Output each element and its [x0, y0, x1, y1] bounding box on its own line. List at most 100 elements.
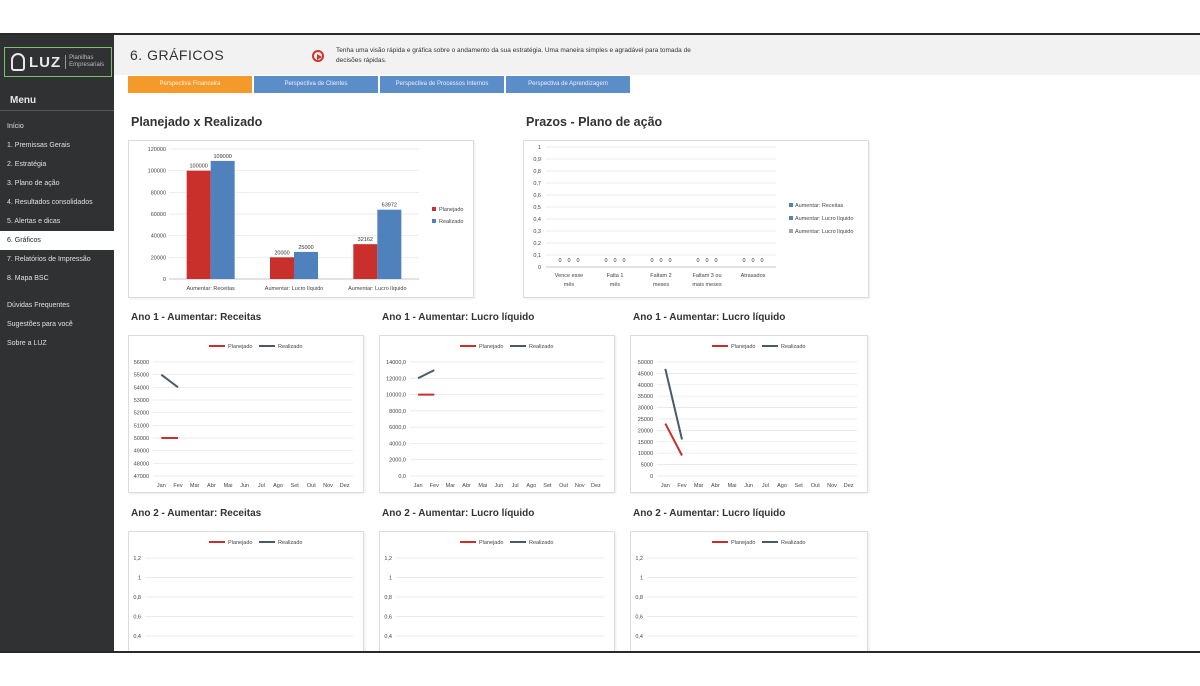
legend-swatch	[432, 207, 436, 211]
x-tick-label: Set	[291, 483, 300, 489]
y-tick-label: 0,4	[384, 634, 392, 640]
legend-label: Realizado	[781, 344, 805, 350]
legend-label: Aumentar: Lucro líquido	[795, 229, 853, 235]
y-tick-label: 49000	[134, 449, 149, 455]
series-line-realizado	[417, 369, 435, 380]
legend-label: Planejado	[479, 344, 503, 350]
y-tick-label: 1	[138, 576, 141, 582]
y-tick-label: 45000	[638, 371, 653, 377]
chart-title-ano1-lucro-a: Ano 1 - Aumentar: Lucro líquido	[382, 312, 535, 323]
y-tick-label: 2000,0	[389, 458, 406, 464]
y-tick-label: 56000	[134, 360, 149, 366]
legend-label: Realizado	[529, 344, 553, 350]
x-tick-label: Atrasados	[741, 273, 766, 279]
x-tick-label: Jul	[258, 483, 265, 489]
tab-perspectiva-financeira[interactable]: Perspectiva Financeira	[128, 76, 252, 93]
tab-perspectiva-de-processos-internos[interactable]: Perspectiva de Processos Internos	[380, 76, 504, 93]
y-tick-label: 10000	[638, 451, 653, 457]
legend-label: Realizado	[278, 540, 302, 546]
sidebar-item-4-resultados-consolidados[interactable]: 4. Resultados consolidados	[7, 199, 93, 206]
y-tick-label: 0,6	[133, 615, 141, 621]
chart-ano1-receitas: Planejado Realizado 47000 48000 49000 50000 51…	[128, 335, 364, 493]
data-label: 0	[742, 258, 745, 264]
y-tick-label: 0,8	[133, 595, 141, 601]
y-tick-label: 1,2	[635, 556, 643, 562]
y-tick-label: 100000	[148, 169, 166, 175]
x-tick-label: Mai	[728, 483, 737, 489]
sidebar-item-3-plano-de-acao[interactable]: 3. Plano de ação	[7, 180, 60, 187]
data-label: 109000	[213, 154, 231, 160]
luz-logo[interactable]: LUZ Planilhas Empresariais	[4, 47, 112, 77]
y-tick-label: 30000	[638, 406, 653, 412]
sidebar-item-1-premissas-gerais[interactable]: 1. Premissas Gerais	[7, 142, 71, 149]
data-label: 0	[696, 258, 699, 264]
y-tick-label: 48000	[134, 461, 149, 467]
y-tick-label: 80000	[151, 190, 166, 196]
data-label: 0	[650, 258, 653, 264]
series-line-realizado	[664, 368, 683, 440]
legend-label: Realizado	[781, 540, 805, 546]
x-tick-label: Out	[307, 483, 316, 489]
sidebar-item-5-alertas-e-dicas[interactable]: 5. Alertas e dicas	[7, 218, 61, 225]
x-tick-label: Jun	[494, 483, 503, 489]
sidebar-item-duvidas-frequentes[interactable]: Dúvidas Frequentes	[7, 302, 70, 309]
y-tick-label: 12000,0	[386, 376, 406, 382]
x-tick-label: Set	[795, 483, 804, 489]
x-tick-label: Mar	[694, 483, 704, 489]
sidebar-item-7-relatorios-de-impressao[interactable]: 7. Relatórios de Impressão	[7, 256, 91, 263]
chart-title-planejado-realizado: Planejado x Realizado	[131, 115, 263, 129]
page-header: 6. GRÁFICOS Tenha uma visão rápida e grá…	[114, 35, 1200, 75]
x-tick-label: Mai	[478, 483, 487, 489]
bar-planejado	[353, 244, 378, 279]
bar-realizado	[294, 251, 318, 279]
x-tick-label: Dez	[340, 483, 350, 489]
x-tick-label: Falta 1 mês	[607, 273, 624, 288]
menu-title: Menu	[10, 95, 37, 106]
data-label: 32162	[358, 237, 373, 243]
sidebar-item-2-estrategia[interactable]: 2. Estratégia	[7, 161, 47, 168]
sidebar-item-inicio[interactable]: Início	[7, 123, 24, 130]
y-tick-label: 35000	[638, 394, 653, 400]
y-tick-label: 0	[650, 474, 653, 480]
y-tick-label: 0,3	[533, 229, 541, 235]
legend-label: Planejado	[731, 344, 755, 350]
tab-perspectiva-de-clientes[interactable]: Perspectiva de Clientes	[254, 76, 378, 93]
legend-label: Realizado	[529, 540, 553, 546]
y-tick-label: 0,6	[384, 615, 392, 621]
chart-planejado-realizado: 0 20000 40000 60000 80000 100000 120000 100000 1…	[128, 140, 474, 298]
y-tick-label: 60000	[151, 212, 166, 218]
x-tick-label: Aumentar: Lucro líquido	[265, 286, 323, 292]
sidebar-menu: Início 1. Premissas Gerais 2. Estratégia 3.…	[0, 117, 114, 353]
x-tick-label: Jan	[157, 483, 166, 489]
sidebar-item-6-graficos[interactable]: 6. Gráficos	[0, 231, 114, 250]
x-tick-label: Abr	[207, 483, 216, 489]
data-label: 0	[558, 258, 561, 264]
y-tick-label: 0,8	[635, 595, 643, 601]
y-tick-label: 0,9	[533, 157, 541, 163]
legend-label: Planejado	[731, 540, 755, 546]
data-label: 25000	[298, 245, 313, 251]
app-window: LUZ Planilhas Empresariais Menu Início 1.…	[0, 33, 1200, 653]
x-tick-label: Aumentar: Lucro líquido	[348, 286, 406, 292]
data-label: 0	[567, 258, 570, 264]
y-tick-label: 120000	[148, 147, 166, 153]
x-tick-label: Abr	[711, 483, 720, 489]
series-line-realizado	[160, 373, 179, 389]
data-label: 0	[659, 258, 662, 264]
x-tick-label: Jul	[512, 483, 519, 489]
sidebar-item-sobre-a-luz[interactable]: Sobre a LUZ	[7, 340, 47, 347]
legend-label: Realizado	[278, 344, 302, 350]
y-tick-label: 51000	[134, 423, 149, 429]
y-tick-label: 0,5	[533, 205, 541, 211]
x-tick-label: Mai	[224, 483, 233, 489]
chart-ano1-lucro-b: Planejado Realizado 0 5000 10000 15000 20000 25…	[630, 335, 868, 493]
y-tick-label: 40000	[151, 234, 166, 240]
data-label: 0	[668, 258, 671, 264]
y-tick-label: 0,6	[533, 193, 541, 199]
tab-perspectiva-de-aprendizagem[interactable]: Perspectiva de Aprendizagem	[506, 76, 630, 93]
legend-swatch	[789, 203, 793, 207]
sidebar-item-sugestoes-para-voce[interactable]: Sugestões para você	[7, 321, 73, 328]
chart-title-ano2-lucro-b: Ano 2 - Aumentar: Lucro líquido	[633, 508, 786, 519]
play-video-icon[interactable]	[312, 50, 324, 62]
sidebar-item-8-mapa-bsc[interactable]: 8. Mapa BSC	[7, 275, 49, 282]
